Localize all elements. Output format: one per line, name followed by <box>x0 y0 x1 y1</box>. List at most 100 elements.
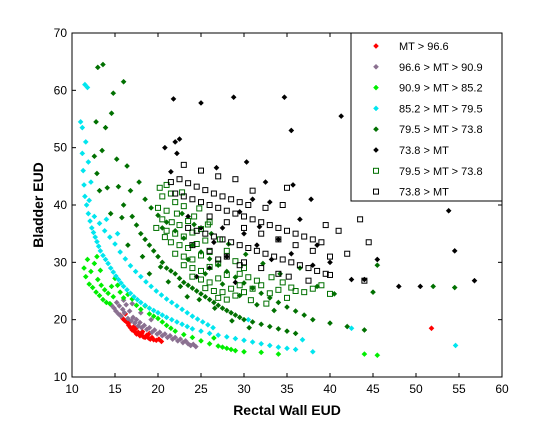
data-point <box>124 286 130 293</box>
data-point <box>232 312 239 318</box>
data-point <box>92 234 99 240</box>
data-point <box>266 290 273 297</box>
data-point <box>361 277 368 284</box>
data-point <box>156 329 163 336</box>
data-point <box>344 250 351 257</box>
data-point <box>86 197 93 204</box>
data-point <box>120 202 127 208</box>
series-7 <box>153 181 333 307</box>
data-point <box>159 319 166 325</box>
data-point <box>211 239 217 246</box>
data-point <box>229 317 235 324</box>
data-point <box>215 256 222 263</box>
data-point <box>288 284 295 291</box>
data-point <box>184 309 191 316</box>
legend: MT > 96.6 96.6 > MT > 90.9 90.9 > MT > 85.… <box>350 32 503 202</box>
data-point <box>176 136 183 142</box>
data-point <box>266 323 273 330</box>
data-point <box>189 196 196 203</box>
data-point <box>148 316 155 323</box>
data-point <box>335 227 342 234</box>
data-point <box>146 324 153 331</box>
legend-label: 85.2 > MT > 79.5 <box>399 103 483 115</box>
x-tick-label: 50 <box>409 382 423 396</box>
data-point <box>101 286 108 293</box>
data-point <box>309 247 316 254</box>
data-point <box>253 277 260 284</box>
data-point <box>223 307 230 314</box>
data-point <box>236 270 243 277</box>
data-point <box>241 230 247 237</box>
data-point <box>318 239 325 246</box>
data-point <box>288 259 295 266</box>
data-point <box>107 265 114 271</box>
data-point <box>130 314 136 321</box>
data-point <box>172 250 179 257</box>
data-point <box>451 247 458 254</box>
data-point <box>198 276 204 283</box>
data-point <box>275 236 282 243</box>
data-point <box>180 233 187 240</box>
data-point <box>115 183 122 190</box>
legend-label: 73.8 > MT <box>399 187 449 199</box>
data-point <box>193 288 200 294</box>
data-point <box>93 118 99 125</box>
data-point <box>96 187 103 194</box>
legend-label: 90.9 > MT > 85.2 <box>399 83 483 95</box>
data-point <box>285 273 292 280</box>
data-point <box>100 296 106 303</box>
data-point <box>219 236 226 243</box>
series-3 <box>81 253 381 359</box>
data-point <box>292 346 299 353</box>
data-point <box>322 222 329 229</box>
legend-marker <box>373 188 379 195</box>
data-point <box>242 251 249 258</box>
data-point <box>202 285 209 292</box>
data-point <box>194 316 201 322</box>
y-tick-label: 50 <box>54 141 68 155</box>
data-point <box>275 224 282 231</box>
y-axis-label: Bladder EUD <box>30 162 46 248</box>
series-4 <box>77 81 459 355</box>
data-point <box>155 204 161 211</box>
data-point <box>219 289 226 296</box>
data-point <box>309 316 316 323</box>
data-point <box>198 252 204 259</box>
legend-marker <box>373 167 379 174</box>
data-point <box>451 284 458 291</box>
data-point <box>189 313 196 320</box>
data-point <box>189 265 196 272</box>
data-point <box>299 336 306 343</box>
data-point <box>106 300 113 307</box>
data-point <box>241 289 247 296</box>
data-point <box>125 315 131 322</box>
data-point <box>117 249 124 255</box>
data-point <box>228 196 235 203</box>
data-point <box>180 235 187 242</box>
data-point <box>361 351 368 357</box>
y-tick-label: 70 <box>54 26 68 40</box>
data-point <box>215 173 222 180</box>
data-point <box>266 222 273 229</box>
data-point <box>199 319 206 325</box>
data-point <box>258 265 265 272</box>
data-point <box>159 193 166 200</box>
data-point <box>452 342 459 349</box>
data-point <box>103 216 110 223</box>
data-point <box>185 224 192 231</box>
data-point <box>159 225 166 231</box>
x-tick-label: 10 <box>65 382 79 396</box>
data-point <box>284 227 290 234</box>
data-point <box>85 159 92 165</box>
data-point <box>206 247 213 254</box>
data-point <box>180 161 187 168</box>
data-point <box>236 199 243 206</box>
data-point <box>123 301 130 308</box>
data-point <box>132 268 139 275</box>
data-point <box>110 293 117 300</box>
data-point <box>370 289 376 296</box>
data-point <box>232 279 239 286</box>
data-point <box>126 308 133 314</box>
data-point <box>198 267 204 274</box>
data-point <box>292 330 299 337</box>
